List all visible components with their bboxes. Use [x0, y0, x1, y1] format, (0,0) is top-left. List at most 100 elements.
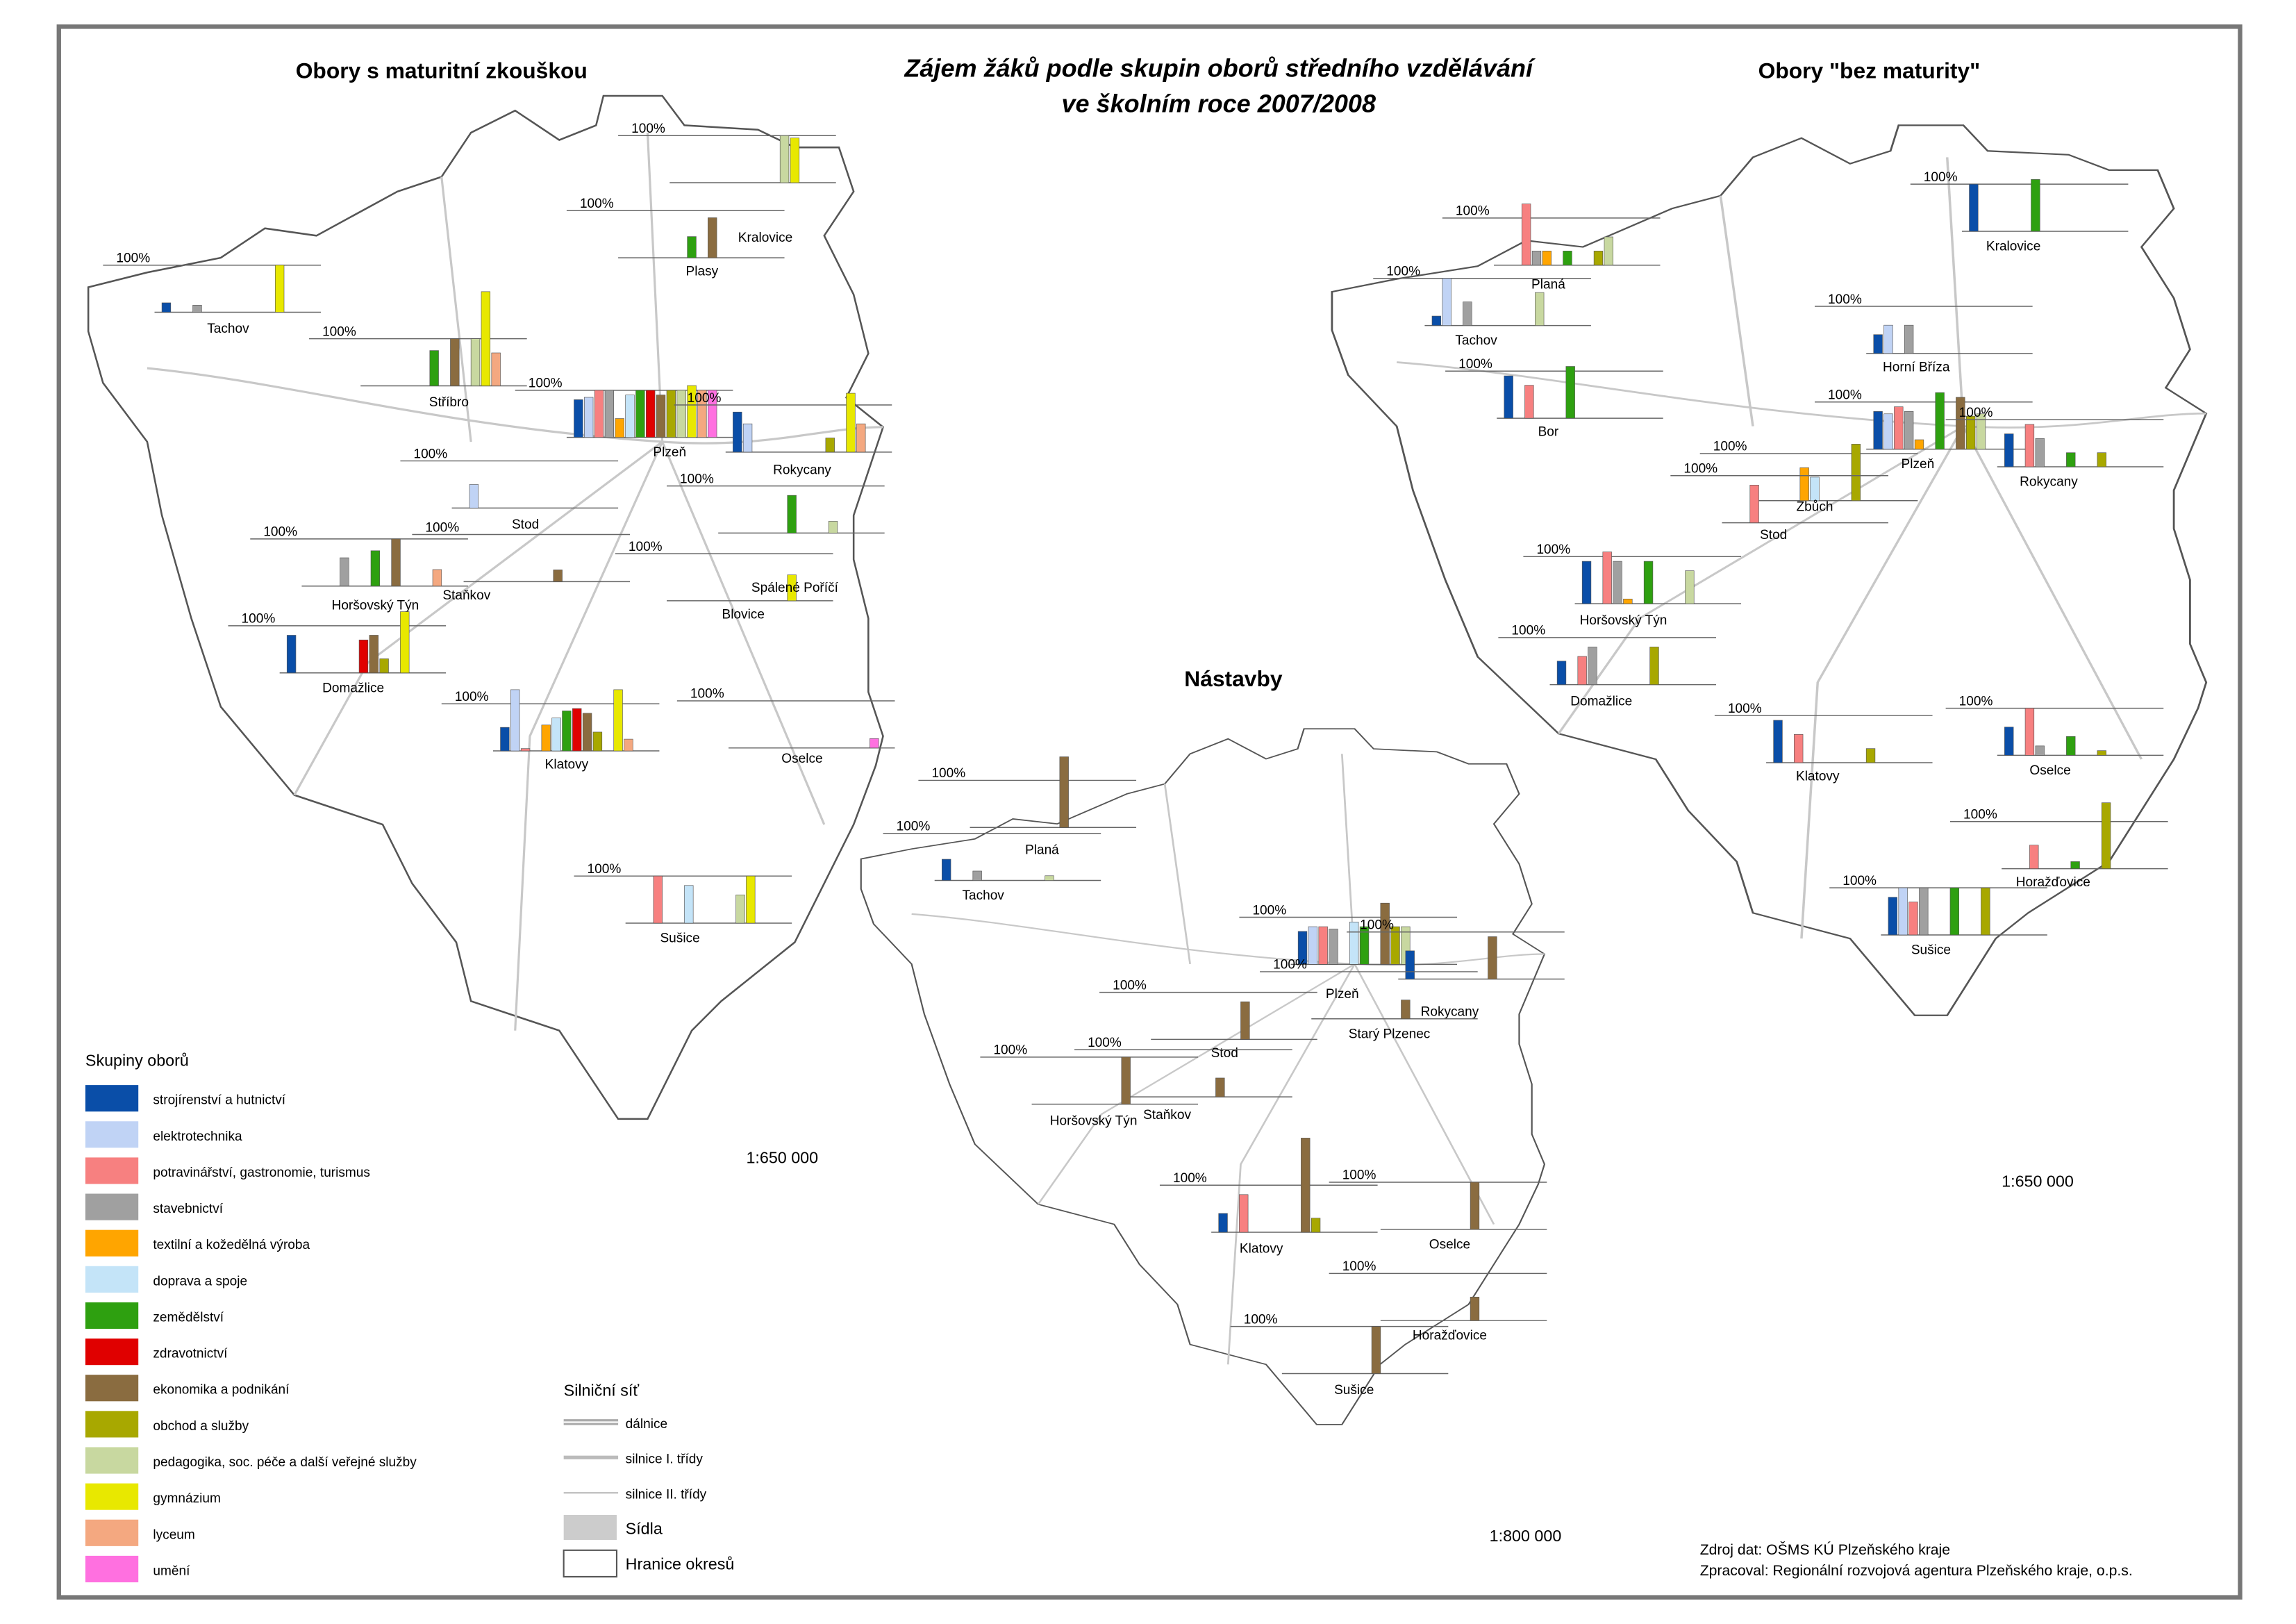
reference-label: 100% [1828, 292, 1862, 307]
bar [1976, 413, 1986, 449]
town-label: Plzeň [653, 445, 686, 460]
bar [1604, 236, 1613, 266]
town-label: Rokycany [2020, 475, 2078, 490]
reference-label: 100% [1342, 1259, 1376, 1274]
town-label: Kralovice [1986, 240, 2040, 254]
town-label: Spálené Poříčí [751, 581, 839, 595]
bar [666, 390, 676, 438]
reference-label: 100% [1536, 542, 1570, 557]
bar [684, 885, 694, 924]
bar [432, 569, 442, 587]
bar [562, 711, 572, 752]
reference-label: 100% [1088, 1036, 1122, 1050]
reference-label: 100% [1713, 440, 1747, 454]
bar [1240, 1001, 1250, 1040]
town-label: Horšovský Týn [1580, 613, 1667, 628]
reference-label: 100% [1360, 918, 1394, 932]
reference-label: 100% [631, 122, 665, 136]
reference-label: 100% [242, 612, 276, 627]
bar [450, 338, 460, 386]
town-label: Sušice [660, 931, 699, 946]
reference-label: 100% [1173, 1171, 1207, 1186]
bar [369, 635, 378, 674]
bar [1649, 647, 1659, 686]
bar [604, 390, 615, 438]
town-label: Tachov [1455, 333, 1497, 348]
reference-label: 100% [1959, 406, 1993, 420]
reference-label: 100% [1252, 903, 1286, 918]
reference-label: 100% [1386, 265, 1420, 279]
bar [192, 305, 202, 313]
road-legend-item: dálnice [626, 1417, 667, 1432]
bar [941, 859, 951, 881]
bar [1883, 324, 1893, 354]
legend-label: zemědělství [153, 1310, 224, 1325]
bar [1297, 931, 1308, 965]
town-label: Stod [1211, 1046, 1238, 1061]
bar [582, 713, 592, 752]
town-label: Stod [512, 517, 539, 532]
legend-swatch [85, 1483, 139, 1510]
legend-swatch [85, 1375, 139, 1402]
bar [500, 727, 510, 752]
legend-swatch [85, 1266, 139, 1293]
bar [1873, 411, 1883, 449]
bar [370, 550, 381, 587]
bar [825, 438, 835, 453]
legend-label: lyceum [153, 1527, 194, 1542]
town-label: Horšovský Týn [332, 599, 419, 613]
legend-swatch [85, 1085, 139, 1112]
bar [828, 521, 838, 533]
map-title: Nástavby [1184, 666, 1283, 691]
reference-label: 100% [629, 540, 663, 554]
road-legend-item: silnice II. třídy [626, 1488, 707, 1502]
bar [1542, 251, 1552, 266]
reference-label: 100% [1113, 978, 1147, 993]
legend-title: Skupiny oborů [85, 1052, 189, 1070]
legend-swatch [85, 1229, 139, 1257]
bar [1810, 477, 1820, 502]
reference-label: 100% [455, 690, 489, 704]
bar [572, 708, 582, 752]
bar [846, 392, 856, 453]
bar [708, 390, 717, 438]
bar [340, 557, 349, 587]
bar [2004, 727, 2014, 756]
bar [2035, 438, 2045, 467]
reference-label: 100% [993, 1043, 1027, 1058]
town-label: Oselce [781, 752, 822, 766]
bar [1349, 921, 1359, 965]
bar [1888, 897, 1898, 936]
bar [1851, 444, 1861, 502]
bar [481, 291, 491, 386]
reference-label: 100% [588, 862, 622, 877]
bar [1965, 415, 1976, 449]
town-label: Horšovský Týn [1050, 1113, 1138, 1128]
bar [1919, 887, 1929, 936]
bar [541, 724, 551, 752]
bar [1470, 1182, 1480, 1230]
bar [779, 135, 790, 183]
bar [615, 418, 624, 438]
bar [2029, 845, 2039, 869]
bar [1565, 366, 1575, 419]
bar [510, 689, 520, 752]
bar [1059, 756, 1069, 828]
bar [2035, 745, 2045, 756]
source: Zpracoval: Regionální rozvojová agentura… [1700, 1563, 2133, 1579]
bar [584, 397, 594, 438]
bar [735, 894, 745, 924]
bar [676, 390, 686, 438]
legend-swatch [85, 1339, 139, 1366]
bar [1371, 1326, 1381, 1374]
legend-swatch [85, 1555, 139, 1582]
town-label: Plzeň [1326, 987, 1359, 1002]
town-label: Plasy [686, 265, 719, 279]
town-label: Planá [1531, 278, 1565, 292]
reference-label: 100% [690, 687, 724, 702]
bar [1773, 720, 1783, 763]
legend-label: strojírenství a hutnictví [153, 1093, 285, 1108]
title: ve školním roce 2007/2008 [1061, 89, 1376, 117]
reference-label: 100% [263, 525, 297, 540]
